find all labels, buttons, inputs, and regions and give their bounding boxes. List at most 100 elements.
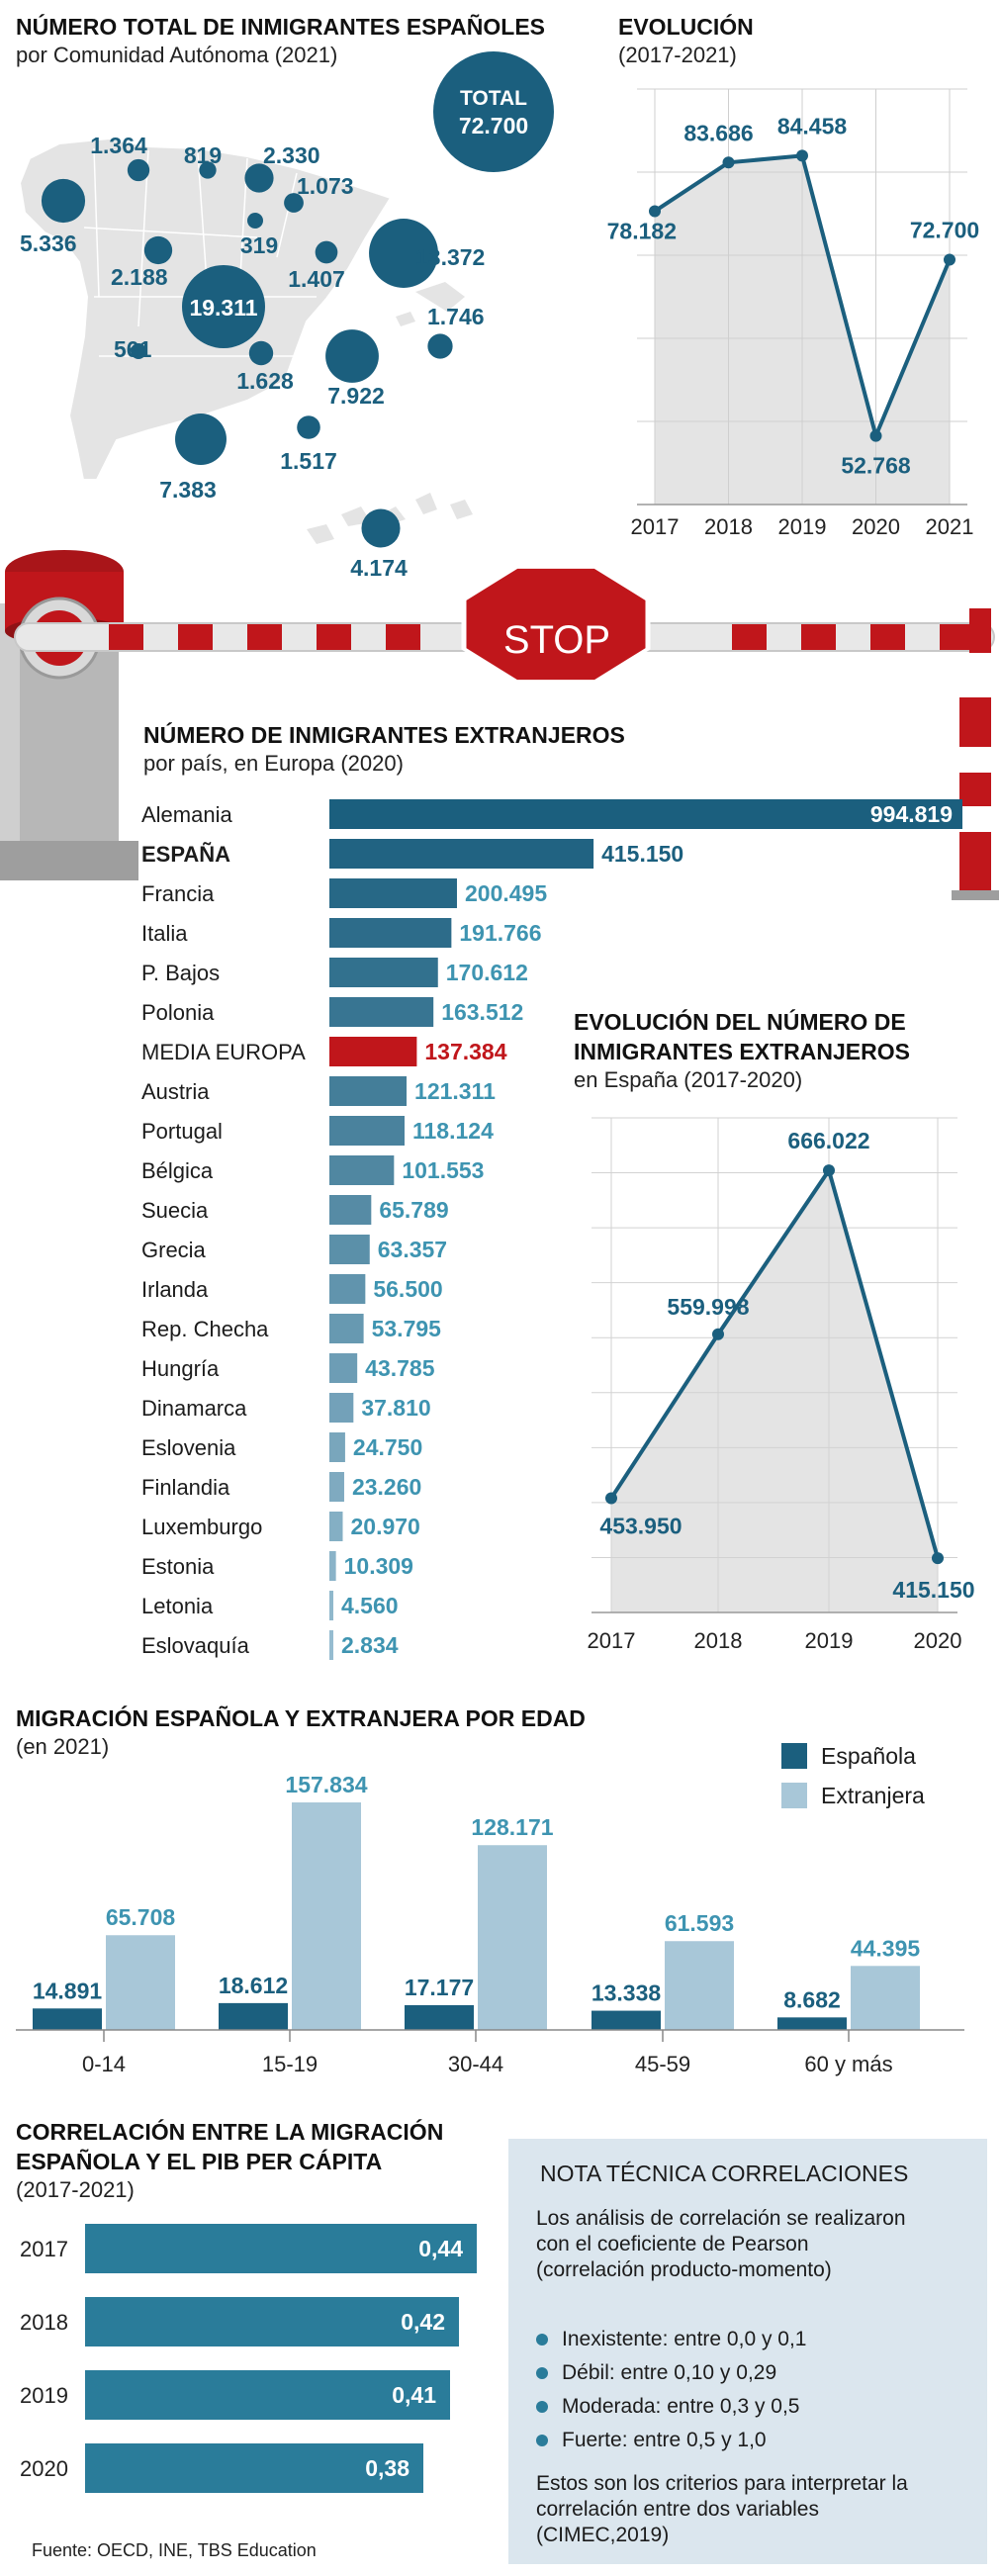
correlation-value-label: 0,41 <box>392 2382 436 2408</box>
region-bubble <box>175 414 227 465</box>
bar-value-label: 14.891 <box>33 1978 103 2003</box>
country-bar <box>329 997 434 1027</box>
bar-value-label: 13.338 <box>592 1980 662 2006</box>
country-label: Grecia <box>141 1238 207 1262</box>
country-value-label: 118.124 <box>412 1118 494 1144</box>
spain-foreigners-title-line2: INMIGRANTES EXTRANJEROS <box>574 1039 910 1064</box>
country-value-label: 53.795 <box>372 1316 442 1341</box>
bar-value-label: 18.612 <box>219 1973 288 1998</box>
country-bar <box>329 1116 405 1146</box>
region-bubble-label: 2.188 <box>111 264 168 290</box>
x-tick-label: 45-59 <box>635 2052 690 2076</box>
country-label: Hungría <box>141 1356 220 1381</box>
data-label: 453.950 <box>599 1513 682 1538</box>
country-bar <box>329 1472 344 1502</box>
region-bubble-label: 2.330 <box>263 142 320 168</box>
correlation-title-line2: ESPAÑOLA Y EL PIB PER CÁPITA <box>16 2149 383 2174</box>
region-bubble <box>247 213 263 229</box>
note-item: Inexistente: entre 0,0 y 0,1 <box>536 2323 807 2356</box>
country-label: Suecia <box>141 1198 209 1223</box>
note-title: NOTA TÉCNICA CORRELACIONES <box>540 2161 909 2186</box>
x-tick-label: 2017 <box>631 514 680 539</box>
bar-espanola <box>405 2004 474 2030</box>
country-label: Portugal <box>141 1119 223 1144</box>
country-label: Alemania <box>141 802 232 827</box>
data-point <box>722 156 735 169</box>
note-item-text: Inexistente: entre 0,0 y 0,1 <box>562 2328 807 2350</box>
bullet-icon <box>536 2435 548 2446</box>
country-bar <box>329 1274 366 1304</box>
legend-item-espanola: Española <box>781 1736 925 1776</box>
country-label: Irlanda <box>141 1277 209 1302</box>
region-bubble <box>284 193 304 213</box>
region-bubble <box>131 343 146 359</box>
x-tick-label: 2018 <box>694 1628 743 1653</box>
correlation-bar <box>85 2370 450 2420</box>
country-bar <box>329 958 438 987</box>
region-bubble <box>199 161 217 179</box>
data-point <box>944 253 956 266</box>
data-label: 666.022 <box>787 1128 869 1153</box>
year-label: 2018 <box>20 2310 68 2335</box>
correlation-bar-chart: 2017 0,44 2018 0,42 2019 0,41 2020 0,38 <box>20 2224 477 2493</box>
country-bar <box>329 1591 333 1620</box>
region-bubble-label: 13.372 <box>415 244 485 270</box>
country-bar <box>329 1037 417 1066</box>
country-label: Eslovenia <box>141 1435 236 1460</box>
age-grouped-bar-chart: 14.891 65.708 0-14 18.612 157.834 15-19 17.177… <box>16 1772 964 2076</box>
foreigners-subtitle: por país, en Europa (2020) <box>143 751 404 776</box>
country-label: ESPAÑA <box>141 842 230 867</box>
data-point <box>869 429 882 442</box>
bar-value-label: 128.171 <box>471 1814 553 1840</box>
country-value-label: 43.785 <box>365 1355 435 1381</box>
region-bubble <box>143 235 173 265</box>
country-value-label: 163.512 <box>441 999 523 1025</box>
x-tick-label: 2021 <box>926 514 974 539</box>
legend-item-extranjera: Extranjera <box>781 1776 925 1815</box>
barrier-stripe <box>109 624 143 650</box>
country-value-label: 24.750 <box>353 1434 422 1460</box>
country-label: Austria <box>141 1079 210 1104</box>
total-label: TOTAL <box>459 87 528 110</box>
country-value-label: 37.810 <box>361 1395 430 1421</box>
country-value-label: 4.560 <box>341 1593 399 1618</box>
country-label: MEDIA EUROPA <box>141 1040 306 1064</box>
country-bar <box>329 1195 372 1225</box>
correlation-value-label: 0,42 <box>401 2309 445 2335</box>
country-label: Polonia <box>141 1000 215 1025</box>
note-item: Fuerte: entre 0,5 y 1,0 <box>536 2424 807 2457</box>
spain-foreigners-area-chart: 2017 2018 2019 2020 453.950 559.998 666.022 415… <box>588 1117 975 1653</box>
country-value-label: 137.384 <box>424 1039 506 1064</box>
country-bar <box>329 1314 364 1343</box>
area-line <box>609 1165 940 1559</box>
x-tick-label: 30-44 <box>448 2052 503 2076</box>
data-label: 83.686 <box>683 120 753 145</box>
year-label: 2019 <box>20 2383 68 2408</box>
bar-extranjera <box>106 1935 175 2030</box>
bar-value-label: 8.682 <box>783 1986 841 2012</box>
country-value-label: 65.789 <box>379 1197 448 1223</box>
bar-extranjera <box>292 1802 361 2030</box>
x-tick-label: 2017 <box>588 1628 636 1653</box>
foreigners-by-country-chart: Alemania 994.819 ESPAÑA 415.150 Francia 200.4… <box>141 799 962 1660</box>
bar-value-label: 65.708 <box>106 1904 176 1930</box>
country-label: Dinamarca <box>141 1396 247 1421</box>
barrier-stripe <box>178 624 213 650</box>
country-value-label: 56.500 <box>373 1276 442 1302</box>
note-list: Inexistente: entre 0,0 y 0,1 Débil: entr… <box>536 2323 807 2457</box>
country-value-label: 994.819 <box>870 801 953 827</box>
country-value-label: 170.612 <box>446 960 528 985</box>
country-bar <box>329 1393 354 1423</box>
age-subtitle: (en 2021) <box>16 1734 110 1759</box>
country-bar <box>329 918 452 948</box>
x-tick-label: 2020 <box>914 1628 962 1653</box>
bar-extranjera <box>478 1845 547 2030</box>
country-bar <box>329 1432 345 1462</box>
region-bubble <box>41 178 86 224</box>
stop-sign-label: STOP <box>502 618 611 662</box>
year-label: 2017 <box>20 2237 68 2261</box>
correlation-bar <box>85 2297 459 2346</box>
country-label: Finlandia <box>141 1475 230 1500</box>
correlation-value-label: 0,38 <box>365 2455 410 2481</box>
region-bubble <box>325 329 379 383</box>
